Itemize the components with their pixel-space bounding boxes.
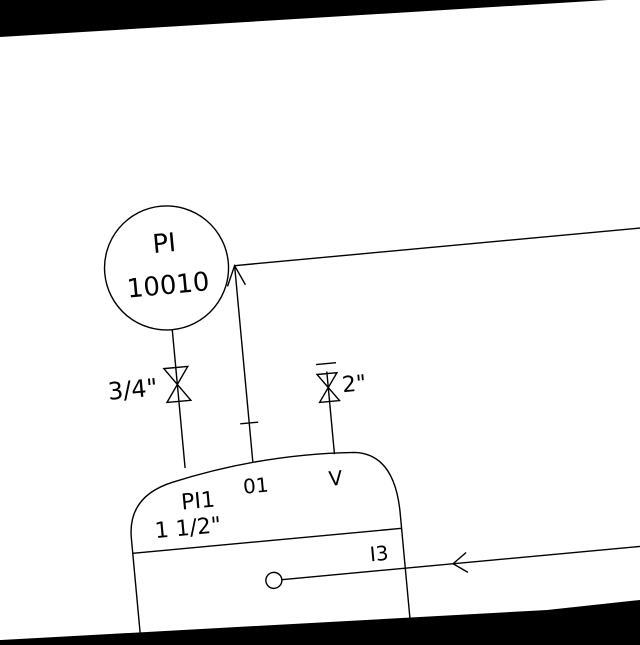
inlet-line — [281, 540, 640, 581]
nozzle-pi-tag: PI1 — [180, 488, 216, 516]
nozzle-inlet-label: I3 — [369, 541, 390, 567]
vessel-outline — [130, 451, 414, 645]
instrument-gate-valve-icon — [162, 365, 193, 404]
vent-gate-valve-icon — [315, 371, 341, 404]
recirculation-line-horizontal — [234, 226, 640, 267]
nozzle-v-label: V — [328, 466, 344, 491]
vessel-head-seam — [132, 527, 402, 554]
instrument-tag-type: PI — [151, 228, 177, 260]
flow-arrow-up-icon — [226, 263, 247, 287]
vent-nozzle-line — [326, 371, 336, 455]
instrument-valve-size: 3/4" — [107, 373, 159, 405]
instrument-impulse-line — [171, 329, 186, 469]
vent-valve-size: 2" — [341, 371, 367, 398]
flow-arrow-left-icon — [451, 551, 469, 574]
line-tick-mark — [240, 421, 259, 425]
recirculation-line-vertical — [233, 265, 254, 462]
inlet-dip-pipe-end — [265, 571, 283, 590]
nozzle-01-label: 01 — [242, 473, 270, 499]
nozzle-pi-size: 1 1/2" — [154, 513, 223, 544]
vent-blind-cap — [316, 362, 337, 366]
